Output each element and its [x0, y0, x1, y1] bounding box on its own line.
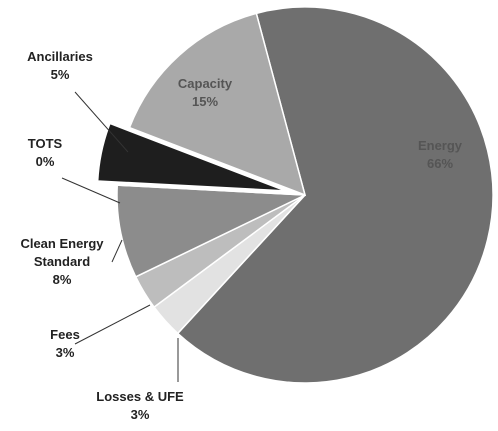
pie-slice — [117, 184, 306, 196]
slice-value-label: 66% — [426, 156, 454, 171]
pie-slice — [96, 122, 286, 192]
slice-label: Clean Energy Standard — [20, 236, 104, 269]
pie-slice — [116, 184, 306, 278]
slice-label: Fees — [50, 327, 80, 342]
slice-label: Losses & UFE — [96, 389, 184, 404]
slice-value-label: 3% — [55, 345, 75, 360]
slice-value-label: 3% — [130, 407, 150, 422]
leader-line — [61, 177, 121, 204]
leader-line — [74, 304, 151, 345]
leader-line — [111, 239, 123, 263]
leader-line — [74, 91, 129, 153]
slice-value-label: 15% — [191, 94, 219, 109]
slice-value-label: 0% — [35, 154, 55, 169]
slice-label: Capacity — [177, 76, 233, 91]
pie-slice — [176, 6, 494, 384]
pie-slice — [128, 12, 307, 197]
slice-value-label: 8% — [52, 272, 72, 287]
slice-label: TOTS — [27, 136, 63, 151]
slice-label: Ancillaries — [27, 49, 93, 64]
slice-label: Energy — [417, 138, 463, 153]
slice-value-label: 5% — [50, 67, 70, 82]
